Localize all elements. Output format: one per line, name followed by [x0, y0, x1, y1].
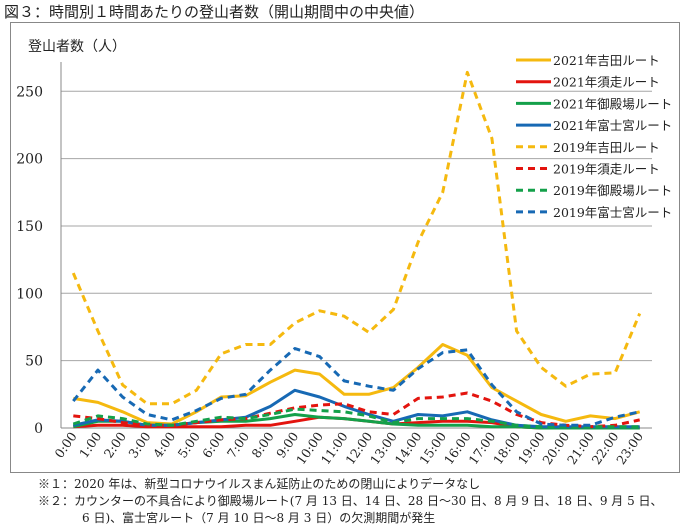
- footnote-2: ※２：カウンターの不具合により御殿場ルート(7 月 13 日、14 日、28 日…: [38, 494, 663, 508]
- legend-label: 2021年富士宮ルート: [553, 118, 672, 133]
- y-tick-label: 50: [25, 354, 43, 370]
- x-tick-label: 5:00: [175, 429, 203, 461]
- chart-frame: [10, 22, 680, 473]
- y-tick-label: 0: [34, 421, 43, 437]
- y-tick-label: 150: [16, 219, 43, 235]
- x-tick-label: 23:00: [613, 429, 646, 467]
- x-tick-label: 8:00: [248, 429, 276, 461]
- series-line-6: [72, 407, 640, 429]
- legend-label: 2021年須走ルート: [553, 75, 660, 90]
- x-tick-label: 1:00: [76, 429, 104, 461]
- footnote-1: ※１：2020 年は、新型コロナウイルスまん延防止のための閉山によりデータなし: [38, 477, 481, 491]
- footnote-2-cont: 6 日)、富士宮ルート（7 月 10 日～8 月 3 日）の欠測期間が発生: [82, 511, 436, 525]
- legend-label: 2021年御殿場ルート: [553, 96, 672, 111]
- y-axis-label: 登山者数（人）: [28, 39, 126, 55]
- legend-label: 2019年富士宮ルート: [553, 205, 672, 220]
- x-tick-label: 0:00: [51, 429, 79, 461]
- x-tick-label: 4:00: [150, 429, 178, 461]
- x-tick-label: 2:00: [101, 429, 129, 461]
- figure-title: 図３：時間別１時間あたりの登山者数（開山期間中の中央値）: [4, 3, 425, 21]
- legend-label: 2021年吉田ルート: [553, 53, 660, 68]
- x-tick-label: 7:00: [224, 429, 252, 461]
- y-tick-label: 200: [16, 152, 43, 168]
- legend-label: 2019年御殿場ルート: [553, 183, 672, 198]
- legend-label: 2019年吉田ルート: [553, 140, 660, 155]
- y-tick-label: 100: [16, 286, 43, 302]
- x-tick-label: 6:00: [199, 429, 227, 461]
- series-line-5: [73, 391, 641, 429]
- footnotes: ※１：2020 年は、新型コロナウイルスまん延防止のための閉山によりデータなし …: [38, 476, 663, 527]
- y-tick-label: 250: [16, 84, 43, 100]
- series-line-4: [71, 70, 642, 406]
- series-line-7: [72, 347, 641, 427]
- legend-label: 2019年須走ルート: [553, 162, 660, 177]
- x-tick-label: 3:00: [125, 429, 153, 461]
